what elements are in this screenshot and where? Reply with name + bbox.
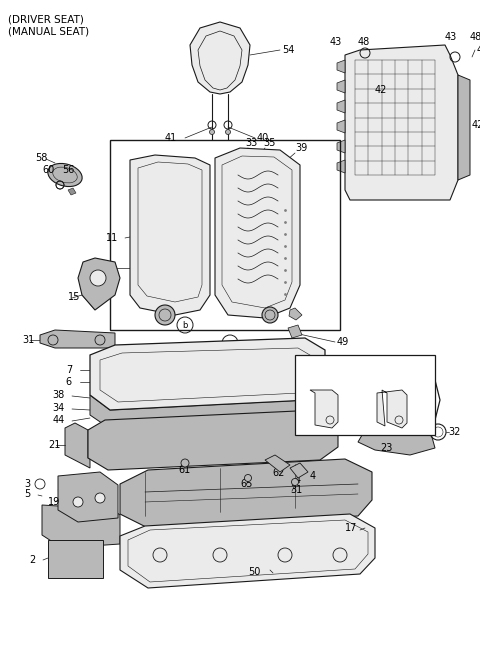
- Text: 23: 23: [380, 443, 392, 453]
- Bar: [110, 140, 340, 330]
- Text: 66: 66: [322, 364, 336, 374]
- Text: 5: 5: [24, 489, 30, 499]
- Text: b: b: [182, 321, 188, 329]
- Text: 60: 60: [42, 165, 54, 175]
- Text: 20: 20: [352, 395, 364, 405]
- Circle shape: [244, 474, 252, 482]
- Text: 43: 43: [445, 32, 457, 42]
- Text: 61: 61: [178, 465, 190, 475]
- Text: (DRIVER SEAT): (DRIVER SEAT): [8, 14, 84, 24]
- Text: 65: 65: [240, 479, 252, 489]
- Text: 48: 48: [470, 32, 480, 42]
- Polygon shape: [337, 100, 345, 113]
- Text: 3: 3: [24, 479, 30, 489]
- Text: 58: 58: [35, 153, 48, 163]
- Text: 10: 10: [96, 263, 108, 273]
- Text: 67: 67: [392, 364, 406, 374]
- Polygon shape: [337, 160, 345, 173]
- Text: 11: 11: [106, 233, 118, 243]
- Polygon shape: [120, 459, 372, 528]
- Circle shape: [226, 129, 230, 134]
- Text: 39: 39: [295, 143, 307, 153]
- Circle shape: [291, 478, 299, 485]
- Polygon shape: [130, 155, 210, 315]
- Polygon shape: [289, 308, 302, 320]
- Polygon shape: [68, 188, 76, 195]
- Polygon shape: [377, 390, 407, 428]
- Text: 40: 40: [257, 133, 269, 143]
- Text: 31: 31: [290, 485, 302, 495]
- Polygon shape: [337, 60, 345, 73]
- Text: 4: 4: [310, 471, 316, 481]
- Text: 42: 42: [472, 120, 480, 130]
- Text: 19: 19: [48, 497, 60, 507]
- Text: 7: 7: [66, 365, 72, 375]
- Text: 64: 64: [338, 403, 350, 413]
- Text: 43: 43: [330, 37, 342, 47]
- Polygon shape: [190, 22, 250, 94]
- Text: 41: 41: [165, 133, 177, 143]
- Text: (MANUAL SEAT): (MANUAL SEAT): [8, 26, 89, 36]
- Circle shape: [181, 459, 189, 467]
- Text: b: b: [378, 365, 384, 373]
- Circle shape: [155, 305, 175, 325]
- Polygon shape: [337, 120, 345, 133]
- Text: 4: 4: [295, 475, 301, 485]
- Polygon shape: [58, 472, 118, 522]
- Text: 31: 31: [22, 335, 34, 345]
- Text: 49: 49: [337, 337, 349, 347]
- Text: 44: 44: [53, 415, 65, 425]
- Text: 56: 56: [62, 165, 74, 175]
- Polygon shape: [215, 148, 300, 318]
- Polygon shape: [65, 423, 90, 468]
- Polygon shape: [325, 390, 378, 432]
- Polygon shape: [345, 45, 458, 200]
- Polygon shape: [265, 455, 290, 472]
- Bar: [48, 540, 103, 578]
- Polygon shape: [40, 330, 115, 348]
- Polygon shape: [358, 425, 435, 455]
- Text: a: a: [228, 338, 233, 348]
- Text: 21: 21: [48, 440, 60, 450]
- Polygon shape: [458, 75, 470, 180]
- Polygon shape: [88, 410, 338, 470]
- Text: 54: 54: [282, 45, 294, 55]
- Text: 17: 17: [345, 523, 358, 533]
- Polygon shape: [337, 80, 345, 93]
- Text: a: a: [309, 365, 313, 373]
- Polygon shape: [90, 338, 325, 410]
- Circle shape: [90, 270, 106, 286]
- Polygon shape: [90, 388, 330, 430]
- Text: 35: 35: [263, 138, 276, 148]
- Circle shape: [262, 307, 278, 323]
- Polygon shape: [42, 502, 120, 548]
- Text: 2: 2: [29, 555, 35, 565]
- Circle shape: [95, 493, 105, 503]
- Text: 33: 33: [245, 138, 257, 148]
- Ellipse shape: [48, 163, 82, 186]
- Text: 27: 27: [393, 367, 406, 377]
- Bar: [295, 355, 435, 435]
- Text: 24: 24: [408, 378, 420, 388]
- Text: 34: 34: [53, 403, 65, 413]
- Text: 15: 15: [68, 292, 80, 302]
- Text: 62: 62: [272, 468, 284, 478]
- Text: 48: 48: [477, 45, 480, 55]
- Circle shape: [73, 497, 83, 507]
- Text: 50: 50: [248, 567, 260, 577]
- Circle shape: [209, 129, 215, 134]
- Text: 38: 38: [53, 390, 65, 400]
- Polygon shape: [290, 463, 308, 478]
- Polygon shape: [120, 514, 375, 588]
- Text: 6: 6: [66, 377, 72, 387]
- Polygon shape: [288, 325, 302, 338]
- Text: 42: 42: [375, 85, 387, 95]
- Polygon shape: [310, 390, 338, 428]
- Polygon shape: [337, 140, 345, 153]
- Text: 48: 48: [358, 37, 370, 47]
- Text: 32: 32: [448, 427, 460, 437]
- Circle shape: [326, 409, 334, 417]
- Polygon shape: [78, 258, 120, 310]
